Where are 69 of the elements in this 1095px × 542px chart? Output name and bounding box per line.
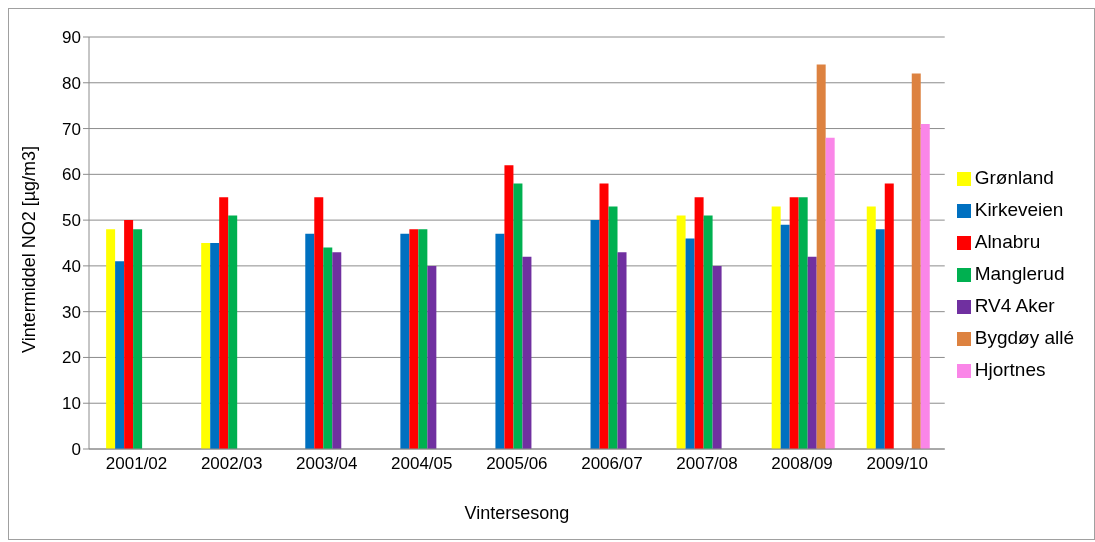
bar (599, 183, 609, 449)
bar (228, 215, 238, 449)
bar (771, 206, 781, 449)
legend-label: Alnabru (974, 231, 1041, 252)
bar (825, 137, 835, 449)
bar (323, 247, 333, 449)
x-axis-title: Vintersesong (464, 503, 570, 523)
bar (522, 256, 532, 449)
bar (418, 229, 428, 449)
bar (617, 252, 627, 449)
legend-label: Kirkeveien (974, 199, 1064, 220)
x-tick-label: 2006/07 (581, 454, 643, 474)
bar (911, 73, 921, 449)
y-tick-label: 30 (62, 302, 81, 322)
bar (703, 215, 713, 449)
bar (694, 197, 704, 449)
legend-label: Hjortnes (974, 359, 1046, 380)
x-tick-label: 2008/09 (771, 454, 833, 474)
bar (816, 64, 826, 449)
y-tick-label: 0 (71, 440, 81, 460)
y-tick-label: 90 (62, 28, 81, 48)
legend-label: Grønland (974, 167, 1054, 188)
bar (332, 252, 342, 449)
y-tick-label: 60 (62, 165, 81, 185)
bar (789, 197, 799, 449)
bar (590, 220, 600, 449)
y-tick-label: 20 (62, 348, 81, 368)
bar (676, 215, 686, 449)
y-tick-label: 40 (62, 256, 81, 276)
x-tick-label: 2005/06 (486, 454, 548, 474)
bar (427, 265, 437, 449)
bar (875, 229, 885, 449)
bar (798, 197, 808, 449)
bar (807, 256, 817, 449)
bar (106, 229, 116, 449)
bar (495, 233, 505, 449)
x-tick-label: 2009/10 (866, 454, 928, 474)
x-tick-label: 2003/04 (295, 454, 358, 474)
bar (920, 123, 930, 449)
y-tick-label: 70 (62, 119, 81, 139)
bar (219, 197, 229, 449)
bar (685, 238, 695, 449)
bar (115, 261, 125, 449)
y-tick-label: 50 (62, 211, 81, 231)
bar (400, 233, 410, 449)
y-tick-label: 80 (62, 73, 81, 93)
legend-label: Manglerud (974, 263, 1065, 284)
bar (504, 165, 514, 449)
x-tick-label: 2004/05 (391, 454, 453, 474)
legend-label: Bygdøy allé (974, 327, 1074, 348)
bar (608, 206, 618, 449)
bar (124, 220, 134, 449)
x-tick-label: 2007/08 (676, 454, 738, 474)
y-tick-label: 10 (62, 394, 81, 414)
bar (210, 243, 220, 449)
x-tick-label: 2001/02 (105, 454, 168, 474)
bar (513, 183, 523, 449)
x-tick-label: 2002/03 (200, 454, 263, 474)
bar (409, 229, 419, 449)
bar (712, 265, 722, 449)
legend-label: RV4 Aker (974, 295, 1055, 316)
bar (305, 233, 315, 449)
y-axis-title: Vintermiddel NO2 [µg/m3] (19, 145, 40, 353)
bar (201, 243, 211, 449)
bar (133, 229, 143, 449)
bar (866, 206, 876, 449)
bar (884, 183, 894, 449)
bar (780, 224, 790, 449)
bar (314, 197, 324, 449)
